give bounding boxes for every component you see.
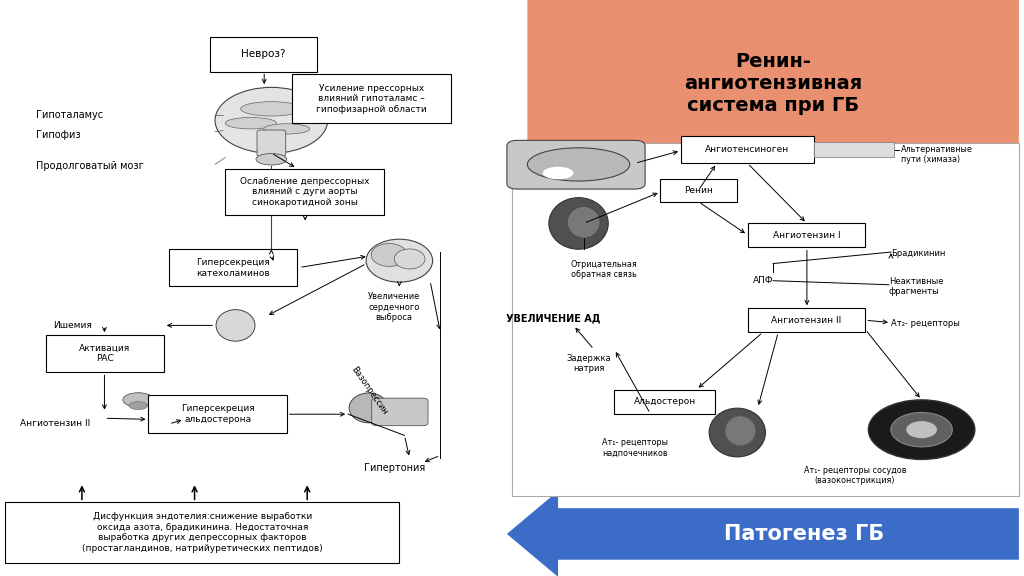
FancyBboxPatch shape	[292, 74, 451, 123]
Ellipse shape	[725, 416, 756, 446]
Polygon shape	[507, 491, 1019, 576]
FancyBboxPatch shape	[748, 223, 865, 248]
Text: Ат₁- рецепторы сосудов
(вазоконстрикция): Ат₁- рецепторы сосудов (вазоконстрикция)	[804, 466, 906, 485]
Ellipse shape	[549, 198, 608, 249]
FancyBboxPatch shape	[748, 308, 865, 332]
Text: Ангиотенсиноген: Ангиотенсиноген	[706, 145, 790, 154]
Ellipse shape	[215, 88, 328, 153]
Text: Вазопрессин: Вазопрессин	[348, 365, 389, 416]
Text: Гипоталамус: Гипоталамус	[36, 109, 103, 120]
FancyBboxPatch shape	[5, 502, 399, 563]
FancyBboxPatch shape	[210, 37, 317, 71]
FancyBboxPatch shape	[169, 249, 297, 286]
Text: Невроз?: Невроз?	[242, 50, 286, 59]
Ellipse shape	[225, 118, 276, 129]
Ellipse shape	[567, 207, 600, 238]
Text: Активация
РАС: Активация РАС	[79, 344, 131, 363]
FancyBboxPatch shape	[257, 130, 286, 157]
Text: Ангиотензин I: Ангиотензин I	[772, 231, 841, 240]
Ellipse shape	[123, 393, 154, 407]
Text: Альдостерон: Альдостерон	[634, 397, 695, 406]
Text: Ослабление депрессорных
влияний с дуги аорты
синокаротидной зоны: Ослабление депрессорных влияний с дуги а…	[240, 177, 370, 207]
Text: Увеличение
сердечного
выброса: Увеличение сердечного выброса	[368, 292, 421, 322]
Text: Ангиотензин II: Ангиотензин II	[771, 316, 842, 325]
FancyBboxPatch shape	[46, 335, 164, 372]
Polygon shape	[527, 0, 1019, 244]
Text: Ангиотензин II: Ангиотензин II	[20, 419, 91, 429]
Ellipse shape	[543, 166, 573, 179]
Text: Гипертония: Гипертония	[364, 463, 425, 473]
Text: Ат₁- рецепторы
надпочечников: Ат₁- рецепторы надпочечников	[602, 438, 668, 458]
Ellipse shape	[241, 102, 302, 116]
Text: Задержка
натрия: Задержка натрия	[566, 354, 611, 373]
Ellipse shape	[264, 124, 310, 134]
Ellipse shape	[371, 244, 408, 266]
Text: Брадикинин: Брадикинин	[891, 249, 945, 257]
Ellipse shape	[129, 401, 147, 410]
FancyBboxPatch shape	[814, 142, 894, 157]
Text: Ат₂- рецепторы: Ат₂- рецепторы	[891, 319, 959, 328]
Text: Патогенез ГБ: Патогенез ГБ	[724, 524, 884, 544]
Text: Гипофиз: Гипофиз	[36, 130, 81, 139]
Text: Гиперсекреция
катехоламинов: Гиперсекреция катехоламинов	[196, 258, 270, 278]
Ellipse shape	[349, 393, 388, 423]
Circle shape	[891, 412, 952, 447]
FancyBboxPatch shape	[681, 136, 814, 163]
FancyBboxPatch shape	[225, 169, 384, 215]
FancyBboxPatch shape	[660, 179, 737, 202]
Text: Гиперсекреция
альдостерона: Гиперсекреция альдостерона	[180, 404, 255, 423]
Ellipse shape	[367, 239, 432, 282]
Text: УВЕЛИЧЕНИЕ АД: УВЕЛИЧЕНИЕ АД	[506, 313, 600, 323]
Circle shape	[868, 400, 975, 460]
Text: Альтернативные
пути (химаза): Альтернативные пути (химаза)	[901, 145, 973, 164]
Text: Отрицательная
обратная связь: Отрицательная обратная связь	[570, 260, 638, 279]
Bar	[512, 143, 1019, 495]
Ellipse shape	[394, 249, 425, 269]
Text: Ишемия: Ишемия	[53, 321, 92, 330]
Circle shape	[906, 421, 937, 438]
FancyBboxPatch shape	[507, 141, 645, 189]
FancyBboxPatch shape	[148, 395, 287, 433]
Text: Ренин-
ангиотензивная
система при ГБ: Ренин- ангиотензивная система при ГБ	[684, 52, 862, 115]
Ellipse shape	[216, 310, 255, 341]
Text: Продолговатый мозг: Продолговатый мозг	[36, 161, 143, 171]
Text: Дисфункция эндотелия:снижение выработки
оксида азота, брадикинина. Недостаточная: Дисфункция эндотелия:снижение выработки …	[82, 513, 323, 552]
FancyBboxPatch shape	[614, 389, 715, 414]
FancyBboxPatch shape	[372, 398, 428, 426]
Ellipse shape	[527, 148, 630, 181]
Ellipse shape	[709, 408, 765, 457]
Text: Усиление прессорных
влияний гипоталамс –
гипофизарной области: Усиление прессорных влияний гипоталамс –…	[315, 84, 427, 113]
Text: Неактивные
фрагменты: Неактивные фрагменты	[889, 276, 943, 296]
Ellipse shape	[256, 154, 287, 165]
Text: Ренин: Ренин	[684, 185, 714, 195]
Text: АПФ: АПФ	[753, 276, 773, 285]
